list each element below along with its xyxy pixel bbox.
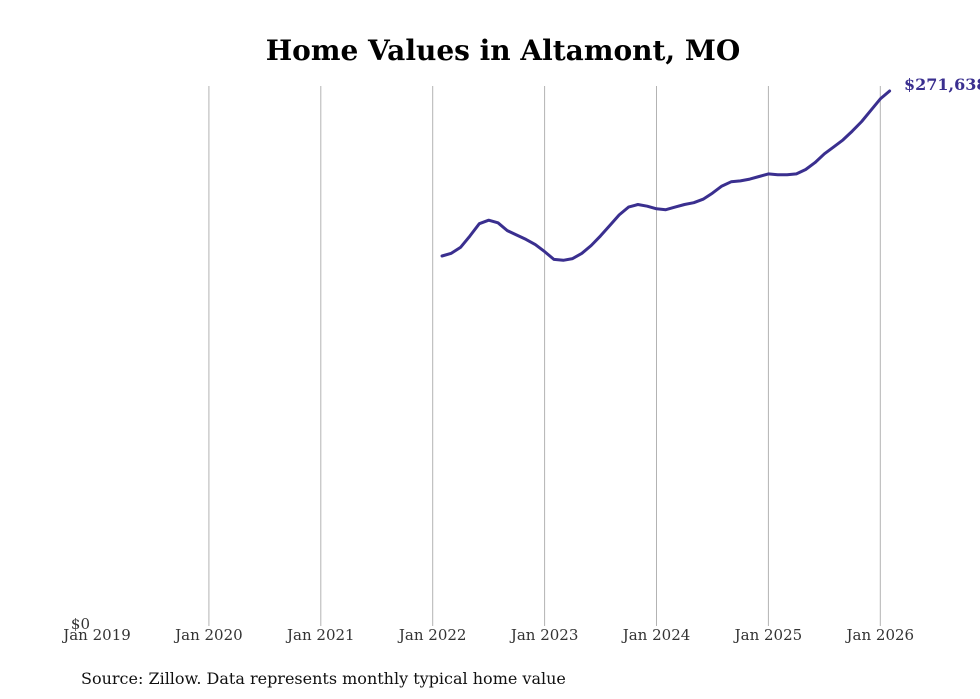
x-tick-label: Jan 2020 (173, 626, 243, 644)
x-tick-label: Jan 2019 (61, 626, 131, 644)
x-tick-label: Jan 2026 (845, 626, 915, 644)
x-tick-label: Jan 2021 (285, 626, 355, 644)
y-tick-label-0: $0 (71, 615, 90, 633)
end-value-label: $271,638 (904, 75, 980, 94)
x-axis-ticks: Jan 2019 Jan 2020 Jan 2021 Jan 2022 Jan 2023… (61, 626, 914, 644)
x-tick-label: Jan 2023 (509, 626, 579, 644)
series-line (440, 89, 892, 262)
source-note: Source: Zillow. Data represents monthly … (81, 669, 566, 688)
x-tick-label: Jan 2022 (397, 626, 467, 644)
x-tick-label: Jan 2025 (733, 626, 803, 644)
x-tick-label: Jan 2024 (621, 626, 691, 644)
chart-title: Home Values in Altamont, MO (266, 34, 741, 67)
grid-lines (208, 86, 881, 626)
